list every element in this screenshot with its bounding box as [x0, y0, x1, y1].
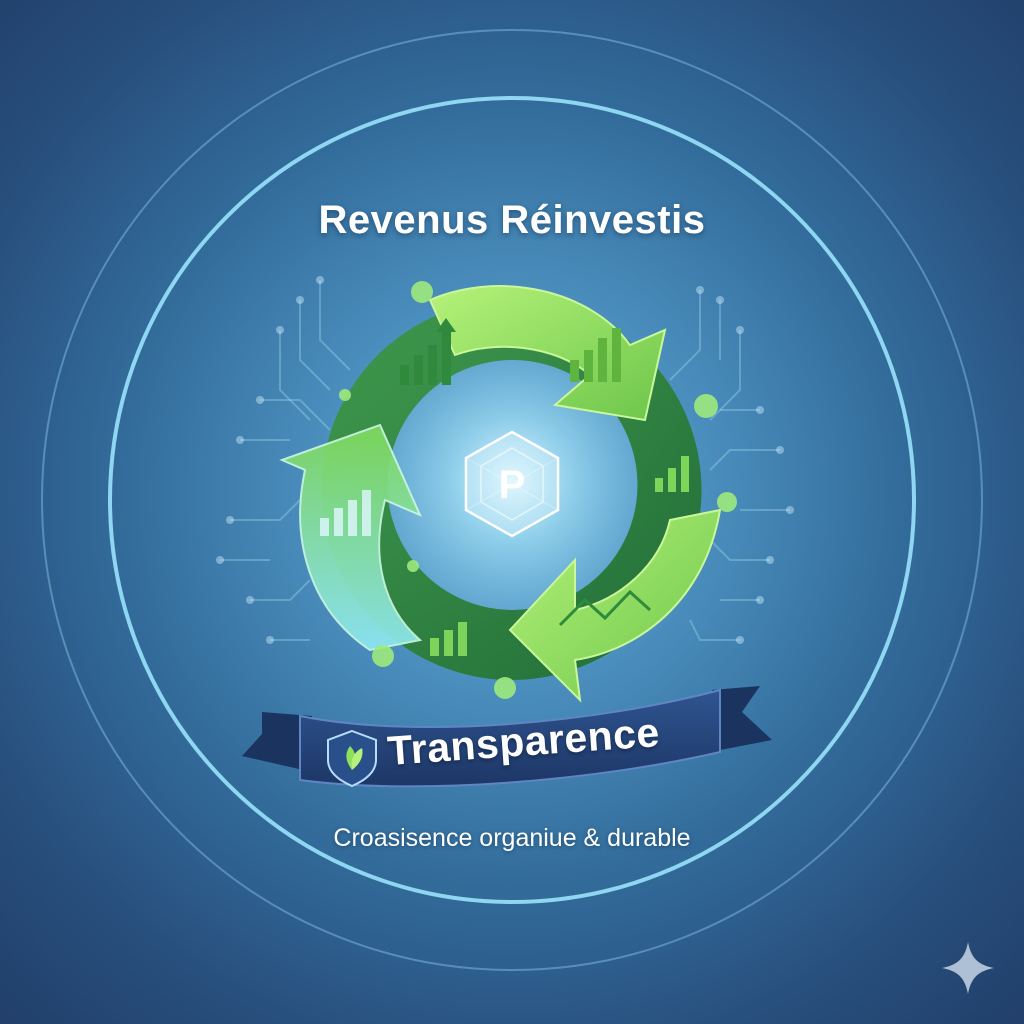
- logo-letter: P: [499, 463, 526, 507]
- subtitle: Croasisence organiue & durable: [333, 824, 691, 852]
- chart-icon-top-right: [570, 328, 621, 382]
- banner-tail-left: [242, 712, 312, 772]
- hexagon-crystal-logo-icon: P: [464, 430, 560, 538]
- chart-icon-bottom: [430, 622, 467, 656]
- recycle-cycle-icon: [279, 281, 737, 703]
- trend-line-icon: [558, 589, 652, 627]
- chart-icon-right: [655, 456, 689, 492]
- arrow-bottom-right: [508, 508, 722, 703]
- glow-dots: [339, 281, 737, 699]
- banner-tail-right: [710, 686, 772, 752]
- banner-body: [299, 688, 721, 788]
- circuit-nodes: [216, 276, 794, 644]
- page-title: Revenus Réinvestis: [318, 198, 706, 242]
- shield-leaf-icon: [327, 729, 377, 788]
- inner-ring: [108, 96, 916, 904]
- arrow-top-right: [428, 285, 667, 422]
- banner-ribbon: [242, 686, 772, 788]
- circuit-lines: [220, 280, 790, 641]
- arrow-left: [279, 423, 423, 652]
- chart-icon-left: [320, 490, 371, 536]
- chart-icon-top: [400, 318, 456, 385]
- outer-ring: [41, 29, 983, 971]
